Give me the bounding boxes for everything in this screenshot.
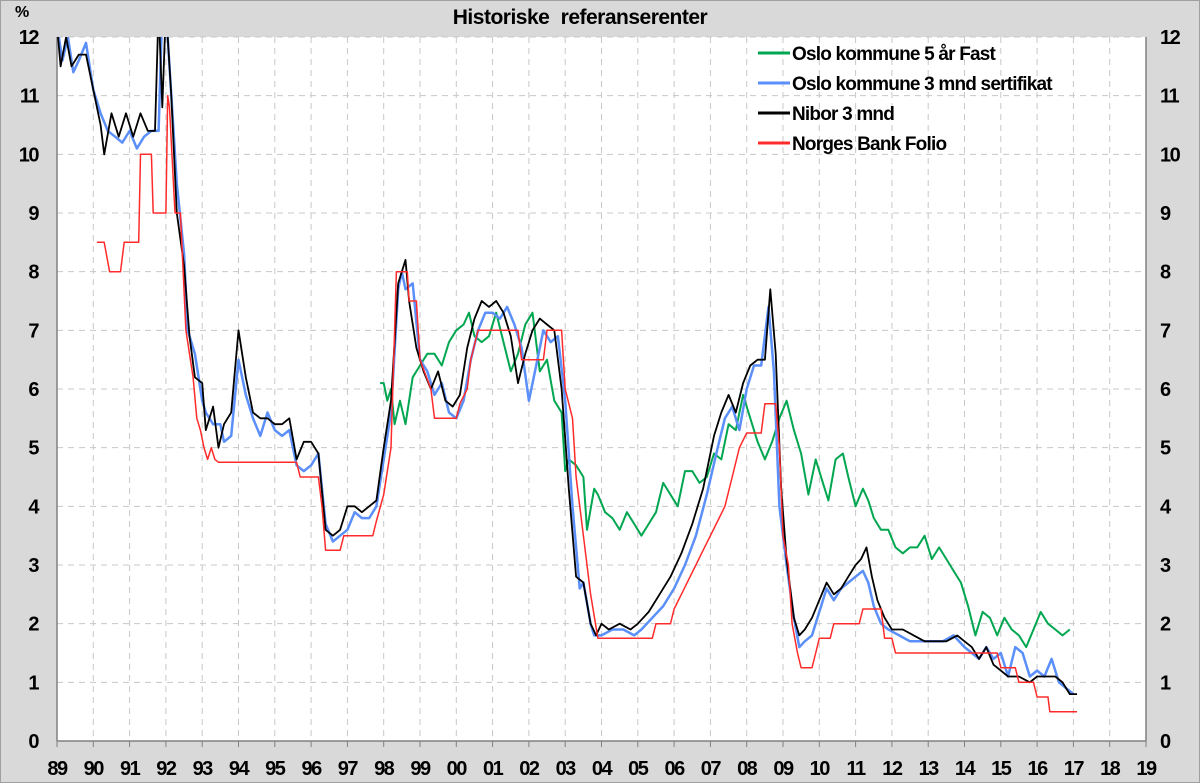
x-tick-label: 89	[47, 758, 68, 780]
legend: Oslo kommune 5 år Fast Oslo kommune 3 mnd…	[758, 44, 1054, 155]
y-tick-label-left: 7	[28, 320, 39, 342]
legend-label: Nibor 3 mnd	[792, 104, 894, 125]
x-tick-label: 90	[84, 758, 105, 780]
y-tick-label-right: 2	[1160, 614, 1171, 636]
y-tick-label-left: 11	[20, 86, 40, 108]
y-tick-label-right: 0	[1160, 731, 1171, 753]
y-tick-label-left: 3	[28, 555, 39, 577]
x-tick-label: 04	[592, 758, 614, 780]
chart-title: Historiske referanserenter	[452, 6, 708, 29]
y-tick-label-right: 3	[1160, 555, 1171, 577]
y-tick-label-right: 9	[1160, 203, 1171, 225]
y-tick-label-right: 12	[1160, 27, 1181, 49]
x-tick-label: 05	[628, 758, 649, 780]
x-tick-label: 14	[955, 758, 977, 780]
y-tick-label-left: 5	[28, 438, 39, 460]
y-tick-label-right: 1	[1160, 672, 1171, 694]
y-tick-label-left: 4	[28, 496, 40, 518]
y-tick-label-left: 10	[19, 144, 40, 166]
y-tick-label-left: 2	[28, 614, 39, 636]
x-tick-label: 15	[991, 758, 1012, 780]
x-tick-label: 17	[1064, 758, 1085, 780]
series-line-3	[96, 94, 1077, 713]
x-tick-label: 00	[447, 758, 468, 780]
x-tick-label: 93	[193, 758, 214, 780]
series-line-2	[57, 37, 1077, 695]
x-tick-label: 98	[374, 758, 395, 780]
x-tick-label: 02	[519, 758, 540, 780]
x-tick-label: 08	[737, 758, 758, 780]
x-tick-label: 92	[156, 758, 177, 780]
y-tick-label-right: 4	[1160, 496, 1172, 518]
x-tick-label: 11	[847, 758, 867, 780]
x-tick-label: 18	[1100, 758, 1121, 780]
y-tick-label-left: 1	[28, 672, 39, 694]
data-series	[57, 37, 1077, 713]
y-tick-label-left: 12	[19, 27, 40, 49]
x-tick-label: 06	[664, 758, 685, 780]
x-tick-label: 94	[229, 758, 251, 780]
x-tick-label: 13	[919, 758, 940, 780]
y-tick-label-left: 9	[28, 203, 39, 225]
x-tick-label: 16	[1027, 758, 1048, 780]
y-tick-label-right: 10	[1160, 144, 1181, 166]
x-tick-label: 99	[410, 758, 431, 780]
x-tick-label: 12	[882, 758, 903, 780]
y-tick-label-right: 11	[1160, 86, 1180, 108]
y-tick-label-right: 8	[1160, 262, 1171, 284]
x-tick-label: 95	[265, 758, 286, 780]
x-tick-label: 07	[701, 758, 722, 780]
y-tick-label-right: 5	[1160, 438, 1171, 460]
x-tick-label: 19	[1136, 758, 1157, 780]
x-tick-label: 91	[120, 758, 141, 780]
legend-label: Oslo kommune 3 mnd sertifikat	[792, 74, 1053, 95]
legend-label: Norges Bank Folio	[792, 134, 946, 155]
y-tick-label-left: 0	[28, 731, 39, 753]
x-tick-label: 01	[483, 758, 504, 780]
x-tick-label: 10	[810, 758, 831, 780]
y-axis-unit-label: %	[15, 4, 30, 21]
series-line-0	[380, 311, 1071, 649]
legend-label: Oslo kommune 5 år Fast	[792, 44, 997, 65]
y-tick-label-right: 6	[1160, 379, 1171, 401]
x-tick-label: 96	[301, 758, 322, 780]
y-tick-label-left: 8	[28, 262, 39, 284]
x-tick-label: 03	[556, 758, 577, 780]
x-tick-label: 97	[338, 758, 359, 780]
y-tick-label-left: 6	[28, 379, 39, 401]
y-tick-label-right: 7	[1160, 320, 1171, 342]
gridlines	[57, 36, 1146, 741]
x-tick-label: 09	[773, 758, 794, 780]
